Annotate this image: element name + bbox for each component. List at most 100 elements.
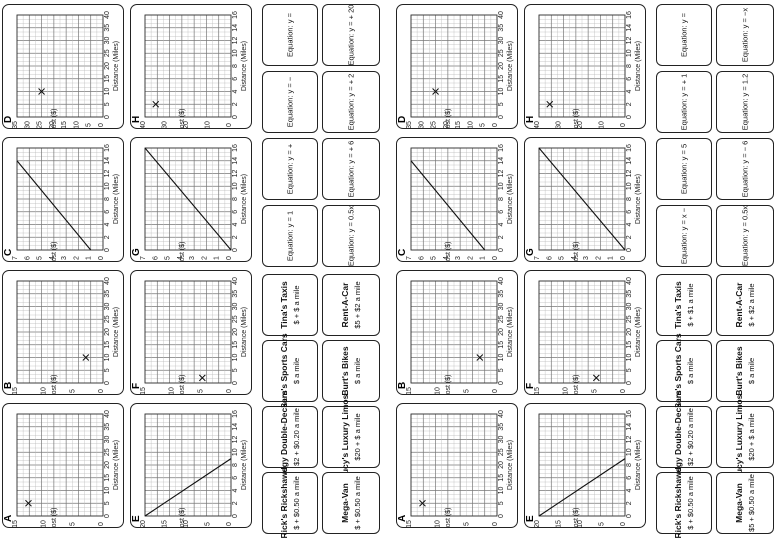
x-tick-label: 10 bbox=[626, 182, 633, 190]
grid bbox=[16, 147, 104, 251]
company-name: Rent-A-Car bbox=[734, 282, 744, 328]
y-axis-label: Cost ($) bbox=[179, 508, 186, 528]
equation-card: Equation: y = 0.5x bbox=[716, 205, 774, 267]
graph-letter: E bbox=[131, 515, 142, 522]
graph-column-1: 0 5 10 15 20 25 30 35 40 Distance (Miles) 0 5 10 15 Co… bbox=[396, 4, 518, 536]
y-tick-label: 6 bbox=[546, 256, 553, 260]
x-tick-label: 35 bbox=[498, 24, 505, 32]
y-tick-label: 0 bbox=[492, 389, 499, 393]
company-name: Lucy's Luxury Limos bbox=[734, 394, 744, 480]
y-axis-label: Cost ($) bbox=[179, 109, 186, 129]
x-tick-label: 8 bbox=[232, 463, 239, 467]
equation-text: Equation: y = + 6 bbox=[346, 140, 356, 198]
x-tick-label: 10 bbox=[498, 487, 505, 495]
x-tick-label: 6 bbox=[498, 210, 505, 214]
graph-svg: 0 5 10 15 20 25 30 35 40 Distance (Miles) 0 5 10 15 20… bbox=[397, 11, 514, 128]
y-tick-label: 25 bbox=[37, 121, 44, 129]
x-tick-label: 8 bbox=[626, 197, 633, 201]
y-tick-label: 35 bbox=[12, 121, 19, 129]
x-tick-label: 40 bbox=[498, 277, 505, 285]
grid bbox=[410, 280, 498, 384]
plot-frame bbox=[538, 280, 626, 384]
company-name: Burt's Bikes bbox=[734, 346, 744, 396]
x-tick-label: 10 bbox=[104, 182, 111, 190]
equation-card: Equation: y = − 6 bbox=[716, 138, 774, 200]
x-tick-label: 25 bbox=[104, 448, 111, 456]
x-tick-label: 10 bbox=[626, 448, 633, 456]
graph-card-e: 0 2 4 6 8 10 12 14 16 Distance (Miles) 0 5 10 15 20 Cos… bbox=[130, 403, 252, 528]
x-tick-label: 10 bbox=[232, 448, 239, 456]
y-tick-label: 6 bbox=[24, 256, 31, 260]
equation-text: Equation: y = 0.5x bbox=[740, 205, 750, 267]
graph-card-h: 0 2 4 6 8 10 12 14 16 Distance (Miles) 0 10 20 30 40 Co… bbox=[130, 4, 252, 129]
equation-card: Equation: y = + bbox=[262, 138, 318, 200]
y-tick-label: 0 bbox=[98, 123, 105, 127]
x-tick-label: 10 bbox=[498, 88, 505, 96]
x-tick-label: 4 bbox=[498, 222, 505, 226]
x-tick-label: 35 bbox=[626, 290, 633, 298]
x-tick-label: 6 bbox=[232, 476, 239, 480]
y-tick-label: 30 bbox=[24, 121, 31, 129]
x-tick-label: 2 bbox=[232, 235, 239, 239]
x-tick-label: 25 bbox=[626, 315, 633, 323]
graph-card-d: 0 5 10 15 20 25 30 35 40 Distance (Miles) 0 5 10 15 20… bbox=[396, 4, 518, 129]
x-tick-label: 25 bbox=[498, 448, 505, 456]
graph-letter: G bbox=[131, 248, 142, 256]
equation-text: Equation: y = + 1 bbox=[679, 73, 689, 131]
x-axis-label: Distance (Miles) bbox=[507, 174, 514, 224]
y-tick-label: 4 bbox=[177, 256, 184, 260]
company-rate: $ a mile bbox=[352, 357, 362, 385]
y-tick-label: 5 bbox=[463, 522, 470, 526]
graph-letter: D bbox=[3, 116, 14, 123]
grid bbox=[410, 14, 498, 118]
company-rate: $ a mile bbox=[746, 357, 756, 385]
x-axis-label: Distance (Miles) bbox=[635, 174, 642, 224]
x-tick-label: 15 bbox=[498, 474, 505, 482]
grid bbox=[16, 413, 104, 517]
y-axis-label: Cost ($) bbox=[445, 242, 452, 262]
x-tick-label: 25 bbox=[498, 315, 505, 323]
company-card: Lucy's Luxury Limos $20 + $ a mile bbox=[322, 395, 380, 479]
x-tick-label: 0 bbox=[232, 381, 239, 385]
y-axis-label: Cost ($) bbox=[179, 375, 186, 395]
x-tick-label: 5 bbox=[498, 102, 505, 106]
graph-column-2: 0 2 4 6 8 10 12 14 16 Distance (Miles) 0 5 10 15 20 Cos… bbox=[524, 4, 646, 536]
x-axis-label: Distance (Miles) bbox=[113, 307, 120, 357]
y-tick-label: 10 bbox=[577, 520, 584, 528]
company-name: Mega-Van bbox=[734, 483, 744, 523]
x-tick-label: 14 bbox=[104, 157, 111, 165]
data-cross bbox=[476, 354, 484, 361]
y-tick-label: 4 bbox=[443, 256, 450, 260]
plot-frame bbox=[16, 14, 104, 118]
data-cross bbox=[432, 88, 439, 95]
worksheet-left: 0 5 10 15 20 25 30 35 40 Distance (Miles) 0 5 10 15 Co… bbox=[0, 0, 384, 540]
y-tick-label: 5 bbox=[431, 256, 438, 260]
y-tick-label: 1 bbox=[480, 256, 487, 260]
y-tick-label: 7 bbox=[406, 256, 413, 260]
x-tick-label: 2 bbox=[232, 501, 239, 505]
y-tick-label: 0 bbox=[98, 522, 105, 526]
y-tick-label: 5 bbox=[591, 389, 598, 393]
x-tick-label: 2 bbox=[104, 235, 111, 239]
x-tick-label: 40 bbox=[232, 277, 239, 285]
y-tick-label: 6 bbox=[418, 256, 425, 260]
x-tick-label: 35 bbox=[498, 423, 505, 431]
x-tick-label: 0 bbox=[232, 115, 239, 119]
y-axis-label: Cost ($) bbox=[51, 375, 58, 395]
company-rate: $ + $2 a mile bbox=[746, 283, 756, 327]
y-tick-label: 2 bbox=[201, 256, 208, 260]
equation-card: Equation: y = + 20 bbox=[322, 4, 380, 66]
company-rate: $ + $0.50 a mile bbox=[291, 476, 301, 530]
x-tick-label: 14 bbox=[498, 157, 505, 165]
grid bbox=[410, 413, 498, 517]
x-tick-label: 0 bbox=[626, 115, 633, 119]
plot-frame bbox=[16, 147, 104, 251]
equation-card: Equation: y = bbox=[262, 4, 318, 66]
graph-svg: 0 5 10 15 20 25 30 35 40 Distance (Miles) 0 5 10 15 Co… bbox=[397, 410, 514, 527]
graph-letter: F bbox=[131, 383, 142, 389]
x-tick-label: 25 bbox=[104, 49, 111, 57]
x-tick-label: 20 bbox=[498, 62, 505, 70]
equation-text: Equation: y = 1 bbox=[285, 210, 295, 262]
company-rate: $ + $1 a mile bbox=[685, 283, 695, 327]
